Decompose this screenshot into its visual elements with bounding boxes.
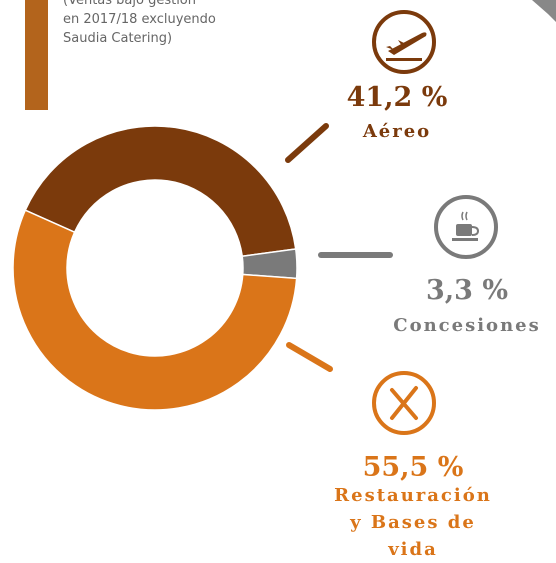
category-label: Restauración y Bases de vida <box>334 485 492 560</box>
value-label: 55,5 % <box>362 452 464 483</box>
corner-shape <box>532 0 556 22</box>
coffee-icon <box>434 195 498 259</box>
category-label: Concesiones <box>393 315 541 336</box>
category-label: Aéreo <box>362 121 432 142</box>
accent-bar <box>25 0 48 110</box>
cutlery-icon <box>372 371 436 435</box>
subtitle: (Ventas bajo gestión en 2017/18 excluyen… <box>63 0 216 46</box>
leader-line <box>286 342 333 372</box>
leader-line <box>285 123 329 163</box>
plane-icon <box>372 10 436 74</box>
chart <box>12 0 556 435</box>
value-label: 3,3 % <box>425 275 509 306</box>
page: {"chart_data": {"type": "donut", "subtit… <box>12 0 556 560</box>
donut-segment <box>12 209 298 411</box>
donut-segment <box>24 125 297 258</box>
value-label: 41,2 % <box>346 82 448 113</box>
